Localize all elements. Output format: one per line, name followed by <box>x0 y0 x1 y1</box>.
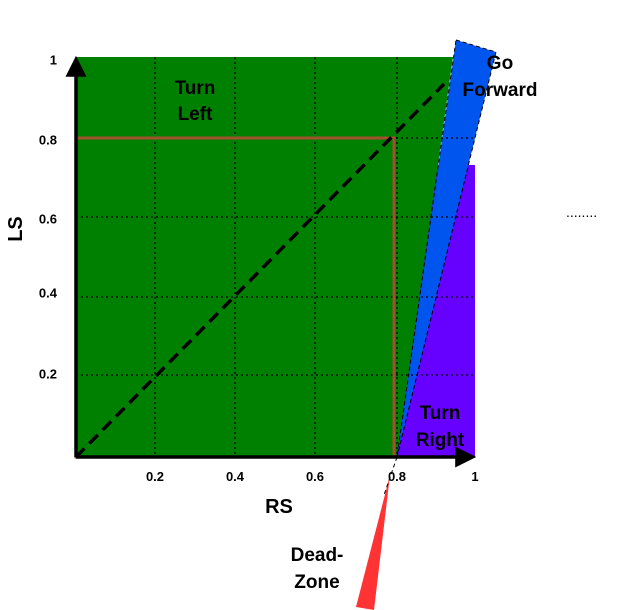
x-tick-label: 0.2 <box>146 469 164 484</box>
y-tick-label: 0.2 <box>39 366 57 381</box>
turn-left-region <box>76 57 453 457</box>
y-tick-label: 0.6 <box>39 211 57 226</box>
y-axis-title: LS <box>5 216 27 242</box>
x-tick-label: 0.8 <box>388 469 406 484</box>
dead-zone-wedge <box>356 475 390 610</box>
turn-right-label: Turn <box>420 403 461 424</box>
go-forward-label: Go <box>487 53 513 74</box>
side-dots: ........ <box>566 204 597 220</box>
dead-zone-label: Dead- <box>291 545 344 566</box>
x-tick-label: 1 <box>471 469 478 484</box>
turn-right-label: Right <box>416 430 465 451</box>
x-tick-label: 0.6 <box>306 469 324 484</box>
turn-left-label: Left <box>178 104 214 125</box>
go-forward-label: Forward <box>463 80 538 101</box>
x-tick-label: 0.4 <box>226 469 245 484</box>
y-tick-label: 1 <box>50 52 57 67</box>
turn-left-label: Turn <box>175 78 216 99</box>
y-tick-label: 0.4 <box>39 285 58 300</box>
dead-zone-label: Zone <box>294 572 339 593</box>
y-tick-label: 0.8 <box>39 132 57 147</box>
go-forward-wedge <box>396 39 497 458</box>
x-axis-title: RS <box>265 496 293 518</box>
diagonal-line <box>74 82 446 459</box>
